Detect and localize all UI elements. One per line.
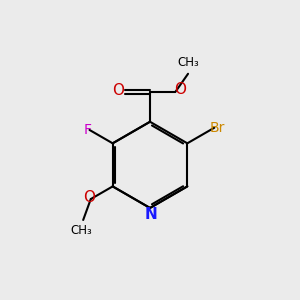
Text: O: O: [112, 83, 124, 98]
Text: O: O: [83, 190, 95, 205]
Text: O: O: [175, 82, 187, 97]
Text: CH₃: CH₃: [71, 224, 93, 237]
Text: F: F: [83, 123, 91, 137]
Text: CH₃: CH₃: [177, 56, 199, 69]
Text: Br: Br: [210, 121, 225, 135]
Text: N: N: [145, 207, 158, 222]
